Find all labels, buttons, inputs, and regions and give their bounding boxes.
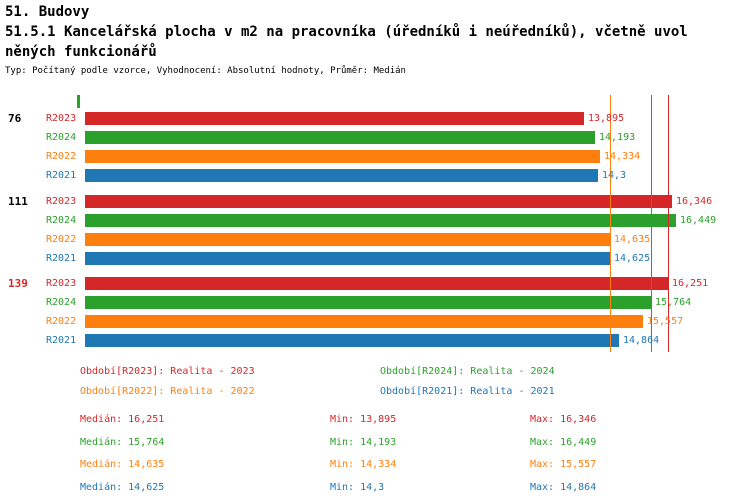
bar-r2022 — [85, 315, 643, 328]
bar-r2021 — [85, 334, 619, 347]
stat-max-r2023: Max: 16,346 — [530, 414, 597, 425]
group-label-76: 76 — [8, 112, 22, 125]
page-title: 51. Budovy — [5, 4, 90, 20]
series-label-r2022: R2022 — [46, 234, 77, 245]
stat-min-r2024: Min: 14,193 — [330, 437, 397, 448]
stat-median-r2023: Medián: 16,251 — [80, 414, 165, 425]
bar-value-label: 14,193 — [599, 132, 636, 143]
stat-max-r2021: Max: 14,864 — [530, 482, 597, 493]
bar-value-label: 14,3 — [602, 170, 627, 181]
bar-r2024 — [85, 296, 651, 309]
bar-r2022 — [85, 150, 600, 163]
group-label-139: 139 — [8, 277, 28, 290]
bar-value-label: 14,334 — [604, 151, 641, 162]
indicator-title-line1: 51.5.1 Kancelářská plocha v m2 na pracov… — [5, 24, 688, 40]
legend-item-r2023: Období[R2023]: Realita - 2023 — [80, 366, 255, 377]
bar-value-label: 16,251 — [672, 278, 709, 289]
bar-r2021 — [85, 252, 610, 265]
indicator-title-line2: něných funkcionářů — [5, 44, 157, 60]
legend-item-r2021: Období[R2021]: Realita - 2021 — [380, 386, 555, 397]
stat-median-r2024: Medián: 15,764 — [80, 437, 165, 448]
series-label-r2021: R2021 — [46, 335, 77, 346]
bar-r2021 — [85, 169, 598, 182]
bar-r2024 — [85, 131, 595, 144]
bar-value-label: 15,557 — [647, 316, 684, 327]
series-label-r2024: R2024 — [46, 215, 77, 226]
indicator-meta: Typ: Počítaný podle vzorce, Vyhodnocení:… — [5, 66, 406, 76]
stat-min-r2021: Min: 14,3 — [330, 482, 385, 493]
series-label-r2023: R2023 — [46, 113, 77, 124]
stat-min-r2023: Min: 13,895 — [330, 414, 397, 425]
stat-median-r2021: Medián: 14,625 — [80, 482, 165, 493]
bar-r2023 — [85, 195, 672, 208]
median-line-r2022 — [610, 95, 611, 352]
axis-top-tick-icon — [77, 95, 80, 108]
series-label-r2022: R2022 — [46, 316, 77, 327]
series-label-r2021: R2021 — [46, 253, 77, 264]
stat-median-r2022: Medián: 14,635 — [80, 459, 165, 470]
median-line-r2024 — [651, 95, 652, 352]
bar-r2023 — [85, 277, 668, 290]
bar-r2024 — [85, 214, 676, 227]
bar-value-label: 13,895 — [588, 113, 625, 124]
median-line-r2023 — [668, 95, 669, 352]
bar-r2022 — [85, 233, 610, 246]
bar-value-label: 15,764 — [655, 297, 692, 308]
legend-item-r2022: Období[R2022]: Realita - 2022 — [80, 386, 255, 397]
bar-value-label: 14,635 — [614, 234, 651, 245]
stat-max-r2022: Max: 15,557 — [530, 459, 597, 470]
series-label-r2023: R2023 — [46, 196, 77, 207]
bar-r2023 — [85, 112, 584, 125]
series-label-r2022: R2022 — [46, 151, 77, 162]
stat-min-r2022: Min: 14,334 — [330, 459, 397, 470]
series-label-r2023: R2023 — [46, 278, 77, 289]
bar-value-label: 14,864 — [623, 335, 660, 346]
legend-item-r2024: Období[R2024]: Realita - 2024 — [380, 366, 555, 377]
bar-value-label: 16,449 — [680, 215, 717, 226]
series-label-r2024: R2024 — [46, 132, 77, 143]
bar-value-label: 14,625 — [614, 253, 651, 264]
bar-value-label: 16,346 — [676, 196, 713, 207]
stat-max-r2024: Max: 16,449 — [530, 437, 597, 448]
series-label-r2021: R2021 — [46, 170, 77, 181]
series-label-r2024: R2024 — [46, 297, 77, 308]
group-label-111: 111 — [8, 195, 28, 208]
